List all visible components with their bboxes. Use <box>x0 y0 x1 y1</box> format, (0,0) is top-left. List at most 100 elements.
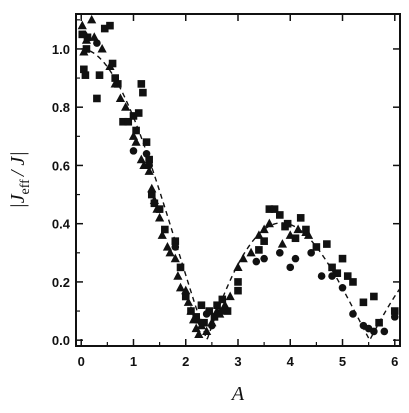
data-point-square <box>132 126 140 135</box>
x-tick-label: 2 <box>182 354 189 369</box>
data-point-triangle <box>115 93 126 103</box>
data-point-square <box>234 286 242 295</box>
y-tick-label: 0.4 <box>52 217 71 232</box>
data-point-triangle <box>155 212 165 222</box>
x-tick-label: 6 <box>391 354 398 369</box>
data-point-triangle <box>173 271 183 280</box>
data-point-triangle <box>194 329 204 338</box>
data-point-square <box>343 272 352 280</box>
data-point-circle <box>171 243 180 251</box>
y-tick-label: 0.0 <box>52 333 70 348</box>
data-point-square <box>291 234 300 243</box>
data-point-triangle <box>170 253 180 263</box>
data-point-square <box>375 318 383 327</box>
data-point-square <box>82 45 91 53</box>
y-tick-label: 0.8 <box>52 100 70 115</box>
x-tick-label: 1 <box>130 354 137 369</box>
fit-curve-layer <box>81 48 401 342</box>
data-point-triangle <box>152 204 162 213</box>
y-axis-title-subscript: eff <box>18 179 33 195</box>
data-points-layer <box>77 14 399 338</box>
data-point-circle <box>129 147 138 155</box>
data-point-square <box>119 117 127 126</box>
data-point-triangle <box>121 102 131 111</box>
data-point-square <box>270 205 279 213</box>
data-point-square <box>328 263 336 272</box>
data-point-triangle <box>79 46 89 56</box>
data-point-triangle <box>105 61 115 71</box>
data-point-square <box>181 292 190 301</box>
data-point-triangle <box>259 224 269 234</box>
data-point-square <box>100 24 109 33</box>
data-point-square <box>106 21 114 30</box>
data-point-square <box>139 88 147 97</box>
data-point-circle <box>202 310 211 318</box>
x-tick-label: 5 <box>339 354 346 369</box>
data-point-square <box>218 295 227 304</box>
data-point-square <box>142 138 151 146</box>
data-point-square <box>205 307 214 315</box>
data-point-triangle <box>181 285 191 295</box>
x-tick-label: 3 <box>234 354 241 369</box>
data-point-triangle <box>149 195 159 204</box>
data-point-triangle <box>285 230 295 239</box>
data-point-circle <box>286 263 295 272</box>
data-point-circle <box>252 257 261 266</box>
data-point-square <box>349 278 357 286</box>
data-point-square <box>197 301 206 310</box>
data-point-circle <box>208 321 216 330</box>
data-point-circle <box>390 313 399 321</box>
data-point-triangle <box>202 326 212 336</box>
data-point-square <box>111 74 119 82</box>
data-point-circle <box>80 30 88 39</box>
data-point-triangle <box>303 230 314 239</box>
data-point-square <box>124 117 133 126</box>
data-point-triangle <box>165 247 175 257</box>
data-point-triangle <box>157 230 167 239</box>
data-point-square <box>359 298 368 307</box>
x-tick-label: 0 <box>78 354 85 369</box>
data-point-triangle <box>81 35 92 44</box>
data-point-square <box>333 269 342 277</box>
data-point-square <box>223 307 232 315</box>
data-point-circle <box>338 283 347 292</box>
data-point-square <box>129 112 138 120</box>
axis-ticks: 0 1 2 3 4 5 6 0.0 0.2 0.4 0.6 0.8 1.0 <box>52 14 400 369</box>
data-point-triangle <box>220 300 230 309</box>
data-point-square <box>210 313 219 321</box>
y-axis-title: |Jeff / J| <box>7 151 33 209</box>
data-point-square <box>80 65 88 74</box>
data-point-triangle <box>144 166 154 175</box>
data-point-triangle <box>97 43 107 53</box>
x-axis-title: A <box>230 383 245 405</box>
data-point-triangle <box>233 262 243 271</box>
data-point-circle <box>276 249 284 257</box>
data-point-square <box>276 211 284 219</box>
data-point-square <box>161 225 169 234</box>
data-point-triangle <box>264 218 274 228</box>
data-point-circle <box>197 318 206 327</box>
data-point-circle <box>218 307 227 315</box>
data-point-triangle <box>87 14 97 24</box>
data-point-circle <box>291 254 300 263</box>
data-point-square <box>283 219 292 228</box>
data-point-circle <box>260 254 268 263</box>
data-point-triangle <box>77 20 87 30</box>
data-point-triangle <box>238 253 248 263</box>
data-point-triangle <box>254 230 264 239</box>
data-point-circle <box>349 310 357 318</box>
data-point-circle <box>380 327 389 336</box>
data-point-square <box>95 71 104 79</box>
data-point-square <box>134 109 143 117</box>
data-point-triangle <box>183 297 193 306</box>
data-point-square <box>323 240 331 248</box>
data-point-square <box>370 292 378 301</box>
x-tick-label: 4 <box>287 354 295 369</box>
data-point-triangle <box>110 78 120 88</box>
data-point-square <box>93 94 101 103</box>
data-point-circle <box>317 272 326 280</box>
data-point-square <box>312 243 321 251</box>
data-point-triangle <box>246 247 256 257</box>
data-point-triangle <box>175 282 186 292</box>
